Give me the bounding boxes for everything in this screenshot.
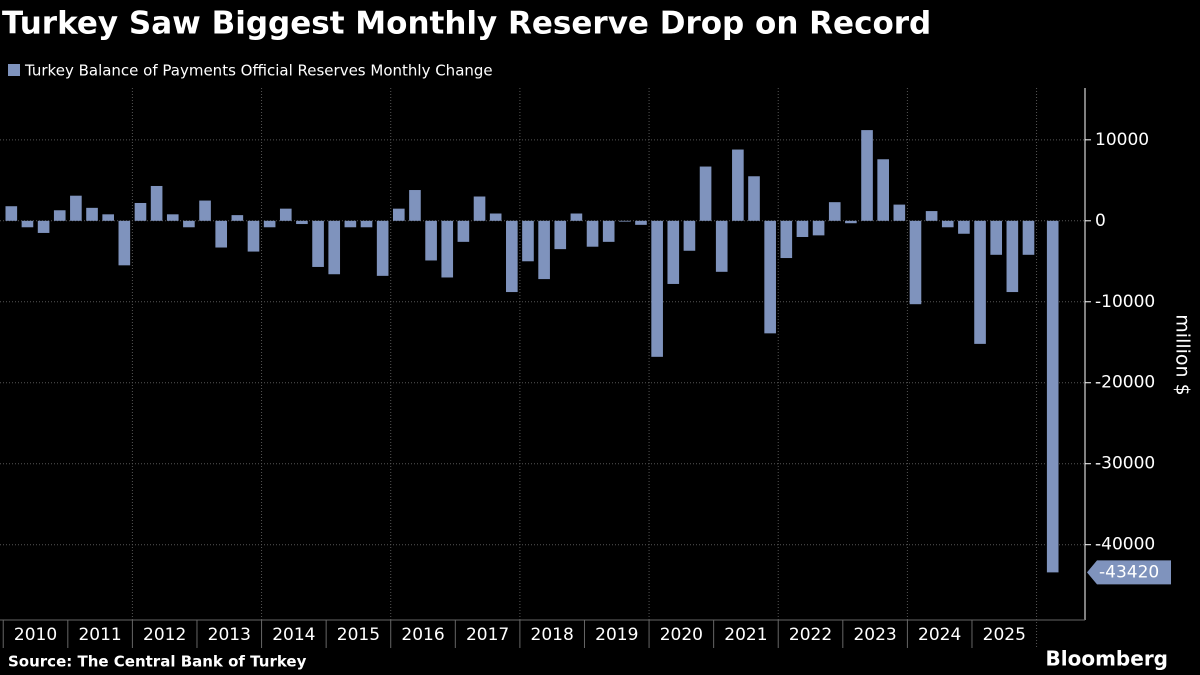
bar [570, 213, 583, 221]
bar [586, 220, 599, 247]
bar [263, 220, 276, 228]
bar [215, 220, 228, 248]
bar [489, 213, 502, 221]
y-tick-label: -20000 [1095, 373, 1155, 393]
bar [828, 202, 841, 221]
bar [53, 210, 66, 221]
y-tick-label: -10000 [1095, 292, 1155, 312]
x-tick-label: 2012 [143, 625, 186, 645]
bar [699, 166, 712, 221]
bar [732, 149, 744, 221]
bar [199, 200, 211, 221]
bar [796, 220, 809, 237]
bar [602, 220, 615, 242]
y-tick-label: -30000 [1095, 454, 1155, 474]
bar [328, 220, 341, 275]
x-tick-label: 2015 [337, 625, 380, 645]
bar [296, 220, 308, 225]
source: Source: The Central Bank of Turkey [8, 653, 307, 671]
bar [748, 176, 760, 221]
bar [5, 206, 18, 221]
y-axis-label: million $ [1172, 314, 1194, 395]
bar [150, 185, 163, 221]
bar [183, 220, 195, 228]
bar [941, 220, 954, 228]
x-tick-label: 2016 [401, 625, 444, 645]
brand: Bloomberg [1046, 647, 1168, 671]
bar [538, 220, 550, 280]
x-tick-label: 2011 [78, 625, 121, 645]
bar [845, 220, 857, 224]
bar [279, 208, 292, 221]
x-tick-label: 2017 [466, 625, 509, 645]
bar [651, 220, 663, 357]
x-tick-label: 2021 [724, 625, 767, 645]
bar [409, 190, 421, 221]
bar [376, 220, 389, 276]
bar [522, 220, 534, 262]
bar [861, 130, 873, 221]
bar [812, 220, 825, 236]
x-tick-label: 2025 [983, 625, 1026, 645]
legend-swatch [8, 64, 20, 76]
y-tick-label: -40000 [1095, 535, 1155, 555]
bar [909, 220, 922, 305]
x-tick-label: 2022 [789, 625, 832, 645]
bar [344, 220, 357, 228]
bar [392, 208, 405, 221]
bar [715, 220, 728, 272]
bar [667, 220, 680, 284]
chart-title: Turkey Saw Biggest Monthly Reserve Drop … [2, 6, 931, 42]
bar [635, 220, 647, 225]
y-tick-label: 0 [1095, 211, 1106, 231]
bar [1022, 220, 1035, 255]
bar [166, 214, 179, 221]
x-tick-label: 2024 [918, 625, 961, 645]
bar [925, 211, 938, 221]
bar [425, 220, 437, 261]
bar [893, 204, 906, 221]
bar [441, 220, 454, 278]
x-tick-label: 2018 [531, 625, 574, 645]
value-callout [1087, 560, 1171, 585]
x-tick-label: 2014 [272, 625, 315, 645]
bar [974, 220, 986, 344]
bar [37, 220, 50, 233]
x-tick-label: 2020 [660, 625, 703, 645]
bar [619, 220, 631, 222]
bar [990, 220, 1003, 255]
bar [360, 220, 373, 228]
bar [1006, 220, 1019, 293]
y-tick-label: 10000 [1095, 130, 1149, 150]
x-tick-label: 2023 [853, 625, 896, 645]
bar [877, 159, 889, 221]
bar [312, 220, 324, 267]
bar [473, 196, 486, 221]
value-label: -43420 [1099, 562, 1159, 582]
x-tick-label: 2019 [595, 625, 638, 645]
bar [958, 220, 970, 234]
bar [457, 220, 470, 242]
bar [231, 215, 244, 221]
bar [764, 220, 776, 334]
bar [70, 195, 82, 221]
bar [554, 220, 567, 250]
bar [506, 220, 518, 293]
x-tick-label: 2010 [14, 625, 57, 645]
x-tick-label: 2013 [208, 625, 251, 645]
bar [1046, 220, 1059, 573]
bar [118, 220, 131, 266]
bar [21, 220, 34, 228]
bar [102, 214, 114, 221]
bar [780, 220, 793, 259]
bar [683, 220, 696, 251]
bar [86, 207, 98, 221]
legend-label: Turkey Balance of Payments Official Rese… [24, 62, 493, 80]
bar [247, 220, 260, 252]
bar [134, 202, 147, 221]
